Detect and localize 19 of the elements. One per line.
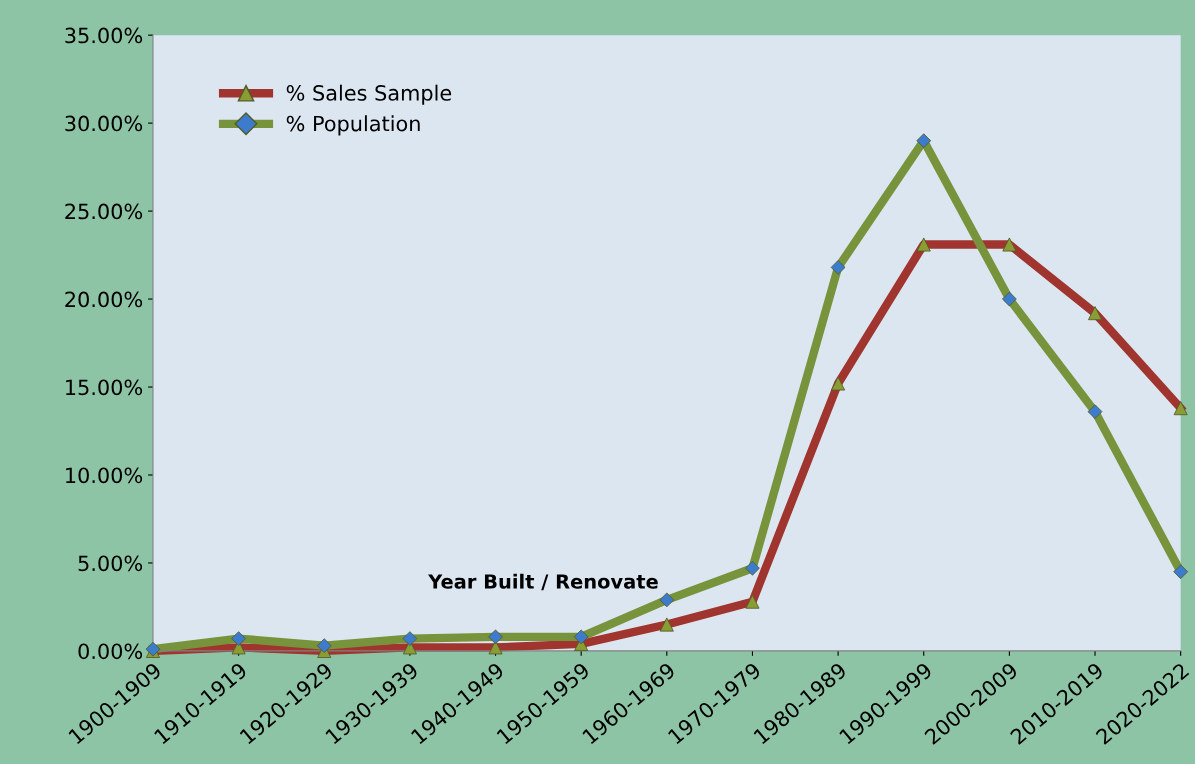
y-tick-label: 20.00% bbox=[65, 291, 143, 308]
y-tick-label: 25.00% bbox=[65, 203, 143, 220]
legend-label: % Sales Sample bbox=[286, 84, 452, 105]
y-tick-label: 0.00% bbox=[78, 643, 143, 660]
y-tick-label: 5.00% bbox=[78, 555, 143, 572]
legend-label: % Population bbox=[286, 115, 420, 136]
point bbox=[1088, 306, 1103, 321]
x-axis-title: Year Built / Renovate bbox=[428, 573, 658, 591]
point bbox=[745, 594, 760, 609]
y-tick-label: 15.00% bbox=[66, 379, 143, 396]
point bbox=[1002, 237, 1017, 252]
point bbox=[488, 640, 503, 655]
point bbox=[659, 617, 674, 632]
y-tick-label: 10.00% bbox=[66, 467, 143, 484]
y-tick-label: 35.00% bbox=[65, 27, 143, 44]
point bbox=[916, 237, 931, 252]
y-tick-label: 30.00% bbox=[65, 115, 143, 132]
point bbox=[1173, 401, 1188, 416]
point bbox=[831, 376, 846, 391]
